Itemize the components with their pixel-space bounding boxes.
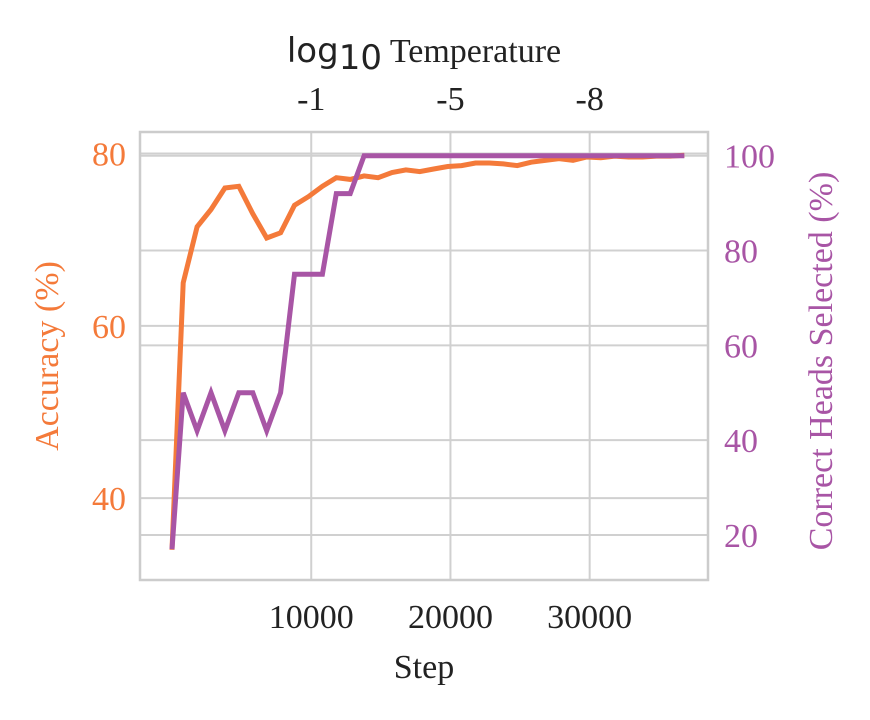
x-tick-label: 10000 — [269, 599, 354, 636]
x-axis-title: Step — [394, 649, 454, 686]
top-tick-label: -5 — [436, 81, 464, 118]
series-layer — [169, 152, 685, 550]
left-tick-label: 40 — [92, 481, 126, 518]
right-tick-label: 100 — [724, 139, 775, 176]
top-axis-title-log: log — [287, 31, 339, 71]
accuracy-line — [169, 152, 685, 550]
heads-line — [169, 153, 685, 550]
grid-layer — [140, 132, 708, 580]
left-tick-label: 60 — [92, 309, 126, 346]
x-tick-label: 20000 — [408, 599, 493, 636]
top-tick-label: -1 — [297, 81, 325, 118]
right-tick-label: 60 — [724, 328, 758, 365]
x-tick-label: 30000 — [547, 599, 632, 636]
top-axis-title: log10 Temperature — [287, 31, 561, 78]
top-tick-label: -8 — [576, 81, 604, 118]
right-tick-label: 40 — [724, 423, 758, 460]
left-axis-title: Accuracy (%) — [29, 261, 66, 451]
top-axis-title-text: Temperature — [382, 33, 561, 70]
tick-layer: 10000 20000 30000 -1 -5 -8 40 60 80 20 40 60 80 100 — [92, 81, 775, 636]
left-tick-label: 80 — [92, 137, 126, 174]
right-tick-label: 80 — [724, 234, 758, 271]
top-axis-title-base: 10 — [339, 38, 382, 78]
plot-frame — [138, 130, 710, 582]
right-tick-label: 20 — [724, 518, 758, 555]
right-axis-title: Correct Heads Selected (%) — [803, 172, 840, 551]
